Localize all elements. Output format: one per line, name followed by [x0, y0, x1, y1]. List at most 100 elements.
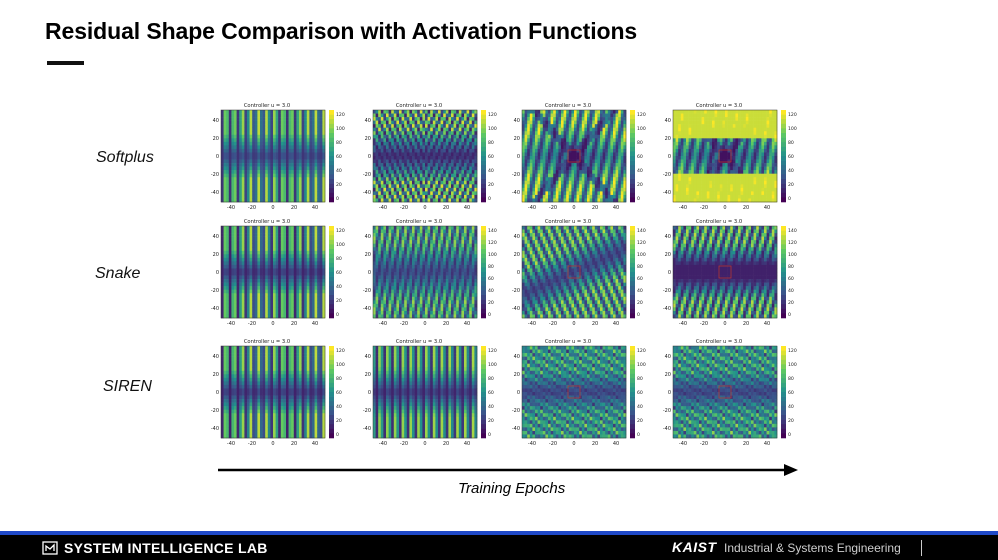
- colorbar-tick-label: 100: [488, 126, 497, 132]
- colorbar-segment: [781, 128, 786, 134]
- tick-label: 20: [365, 136, 371, 142]
- tick-label: -40: [227, 205, 235, 211]
- colorbar-segment: [630, 433, 635, 439]
- colorbar-segment: [481, 359, 486, 365]
- colorbar-segment: [781, 304, 786, 310]
- colorbar-tick-label: 0: [788, 196, 791, 202]
- colorbar-segment: [329, 276, 334, 282]
- colorbar-tick-label: 120: [336, 112, 345, 118]
- colorbar-segment: [630, 276, 635, 282]
- tick-label: 0: [271, 321, 274, 327]
- colorbar-segment: [781, 114, 786, 120]
- colorbar-segment: [630, 262, 635, 268]
- colorbar-segment: [329, 258, 334, 264]
- colorbar-segment: [481, 285, 486, 291]
- tick-label: 40: [365, 354, 371, 360]
- colorbar-segment: [630, 290, 635, 296]
- colorbar-segment: [781, 433, 786, 439]
- colorbar-segment: [630, 169, 635, 175]
- tick-label: 20: [665, 252, 671, 258]
- colorbar-tick-label: 20: [488, 300, 494, 306]
- tick-label: 0: [723, 441, 726, 447]
- colorbar-tick-label: 60: [488, 154, 494, 160]
- colorbar-tick-label: 20: [637, 418, 643, 424]
- colorbar-segment: [781, 350, 786, 356]
- tick-label: 40: [665, 354, 671, 360]
- colorbar-segment: [329, 392, 334, 397]
- footer-divider: [921, 540, 922, 556]
- tick-label: 0: [216, 154, 219, 160]
- residual-heatmap-svg: Controller u = 3.0 40 20 0 -20 -40 -40 -20 0 20 40…: [363, 103, 497, 211]
- tick-label: -40: [512, 190, 520, 196]
- residual-heatmap-svg: Controller u = 3.0 40 20 0 -20 -40 -40 -20 0 20 40…: [363, 219, 497, 327]
- colorbar-segment: [630, 382, 635, 388]
- colorbar-tick-label: 80: [336, 376, 342, 382]
- colorbar-segment: [329, 281, 334, 287]
- colorbar-segment: [781, 142, 786, 148]
- colorbar-tick-label: 0: [637, 196, 640, 202]
- colorbar-segment: [781, 392, 786, 397]
- colorbar-segment: [630, 308, 635, 314]
- colorbar-segment: [630, 313, 635, 319]
- colorbar-segment: [630, 295, 635, 300]
- colorbar-tick-label: 100: [488, 362, 497, 368]
- residual-subplot: Controller u = 3.0 40 20 0 -20 -40 -40 -20 0 20 40…: [508, 101, 650, 213]
- tick-label: -40: [528, 441, 536, 447]
- colorbar-tick-label: 80: [637, 140, 643, 146]
- colorbar-tick-label: 120: [488, 240, 497, 246]
- colorbar-segment: [329, 373, 334, 379]
- tick-label: 0: [517, 390, 520, 396]
- tick-label: 0: [668, 390, 671, 396]
- colorbar-tick-label: 20: [336, 298, 342, 304]
- colorbar-segment: [630, 146, 635, 152]
- colorbar-segment: [630, 396, 635, 402]
- row-label-snake: Snake: [95, 265, 141, 282]
- tick-label: -40: [512, 306, 520, 312]
- tick-label: -40: [379, 205, 387, 211]
- colorbar-segment: [630, 165, 635, 171]
- colorbar-segment: [630, 239, 635, 245]
- colorbar-segment: [781, 295, 786, 300]
- tick-label: 40: [312, 205, 318, 211]
- residual-subplot: Controller u = 3.0 40 20 0 -20 -40 -40 -20 0 20 40…: [207, 101, 349, 213]
- tick-label: 0: [517, 154, 520, 160]
- colorbar-segment: [329, 249, 334, 254]
- tick-label: 0: [423, 205, 426, 211]
- colorbar-segment: [630, 364, 635, 370]
- colorbar-segment: [781, 239, 786, 245]
- tick-label: 0: [517, 270, 520, 276]
- colorbar-segment: [630, 419, 635, 425]
- colorbar-segment: [329, 304, 334, 310]
- colorbar-segment: [630, 359, 635, 365]
- tick-label: -20: [248, 321, 256, 327]
- tick-label: 20: [213, 252, 219, 258]
- tick-label: -40: [363, 190, 371, 196]
- colorbar-segment: [781, 110, 786, 115]
- colorbar-tick-label: 120: [336, 348, 345, 354]
- colorbar-segment: [329, 405, 334, 411]
- residual-subplot: Controller u = 3.0 40 20 0 -20 -40 -40 -20 0 20 40…: [659, 217, 801, 329]
- colorbar-segment: [481, 419, 486, 425]
- colorbar-segment: [781, 313, 786, 319]
- colorbar-tick-label: 100: [788, 362, 797, 368]
- colorbar-tick-label: 100: [637, 252, 646, 258]
- tick-label: -20: [400, 205, 408, 211]
- residual-subplot: Controller u = 3.0 40 20 0 -20 -40 -40 -20 0 20 40…: [659, 337, 801, 449]
- colorbar-segment: [630, 114, 635, 120]
- colorbar-segment: [481, 369, 486, 374]
- tick-label: -20: [700, 321, 708, 327]
- residual-subplot: Controller u = 3.0 40 20 0 -20 -40 -40 -20 0 20 40…: [359, 101, 501, 213]
- colorbar-segment: [630, 133, 635, 138]
- colorbar-segment: [630, 142, 635, 148]
- colorbar-tick-label: 0: [336, 432, 339, 438]
- colorbar-segment: [329, 123, 334, 129]
- colorbar-tick-label: 40: [637, 288, 643, 294]
- colorbar-tick-label: 60: [788, 276, 794, 282]
- colorbar-segment: [329, 156, 334, 161]
- department-name: Industrial & Systems Engineering: [724, 541, 901, 555]
- colorbar-segment: [481, 179, 486, 184]
- colorbar-segment: [781, 359, 786, 365]
- tick-label: -40: [663, 190, 671, 196]
- colorbar-segment: [630, 272, 635, 277]
- colorbar-segment: [481, 364, 486, 370]
